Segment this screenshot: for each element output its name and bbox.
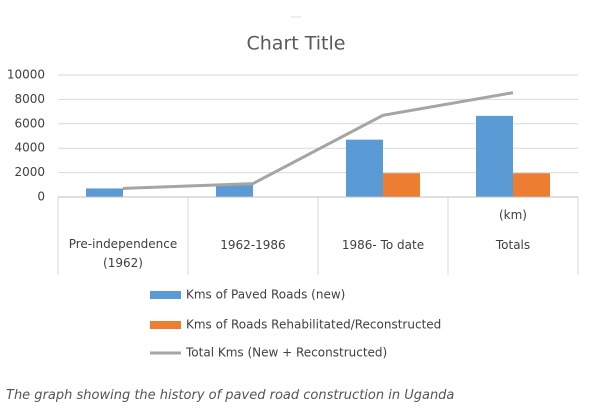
y-tick-label: 4000 <box>14 141 45 155</box>
bar <box>216 184 253 197</box>
x-tick-label: Pre-independence (1962) <box>68 237 178 270</box>
line <box>122 91 514 190</box>
unit-label: (km) <box>498 208 527 222</box>
legend-label: Kms of Paved Roads (new) <box>186 288 345 302</box>
legend-swatch <box>150 291 181 299</box>
bar <box>476 115 513 197</box>
x-tick-label: 1962-1986 <box>220 238 286 252</box>
bar <box>86 188 123 197</box>
x-tick-label: Totals <box>495 238 531 252</box>
caption: The graph showing the history of paved r… <box>6 388 455 403</box>
x-tick-label: 1986- To date <box>341 238 425 252</box>
y-tick-label: 0 <box>37 190 45 204</box>
y-tick-label: 2000 <box>14 165 45 179</box>
legend-label: Kms of Roads Rehabilitated/Reconstructed <box>186 318 441 332</box>
bar <box>513 173 550 197</box>
y-tick-label: 8000 <box>14 92 45 106</box>
legend-label: Total Kms (New + Reconstructed) <box>185 346 387 360</box>
bar <box>383 173 420 197</box>
legend-swatch <box>150 321 181 329</box>
bar <box>346 139 383 197</box>
y-tick-label: 10000 <box>7 68 45 82</box>
y-tick-label: 6000 <box>14 116 45 130</box>
chart-title: Chart Title <box>247 33 346 55</box>
